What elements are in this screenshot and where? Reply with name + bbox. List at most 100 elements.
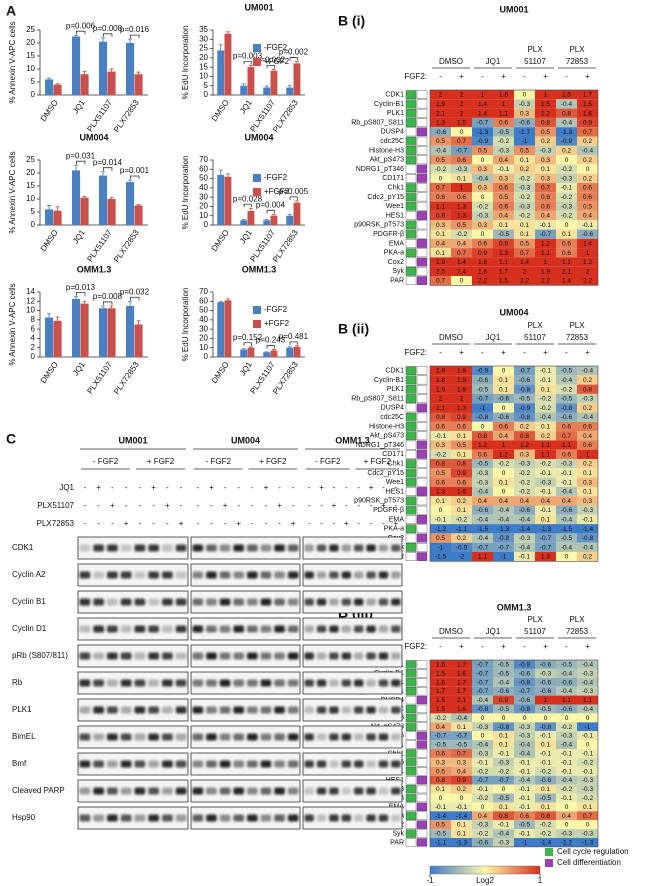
blot-band [148,760,159,768]
heatmap-cell [556,677,577,687]
fgf2-header: + FGF2 [364,457,392,466]
cell-value: -0.7 [519,688,531,695]
blot-band [287,652,299,660]
row-marker [405,468,417,478]
heatmap-cell [577,266,598,276]
heatmap-cell [493,793,514,803]
cell-value: 1.5 [436,706,445,713]
blot-band [274,814,285,822]
cell-value: 1.2 [541,240,550,247]
cell-value: 0.6 [562,451,571,458]
bar [270,350,278,357]
cell-value: 0 [439,795,443,802]
treatment-sign: - [333,483,336,492]
row-label: PLK1 [387,386,404,393]
cell-value: -0.3 [582,688,594,695]
cell-value: -0.3 [477,822,489,829]
bar [286,215,294,225]
cell-value: 0.4 [499,213,508,220]
blot-band [378,787,389,795]
row-marker [416,248,428,258]
cell-value: -0.5 [477,386,489,393]
cell-value: -0.2 [540,822,552,829]
treatment-sign: + [151,483,156,492]
heatmap-cell [535,811,556,821]
cell-value: -0.8 [519,706,531,713]
condition: + [501,72,506,81]
heatmap-title: UM001 [499,4,528,14]
treatment-label: JQ1 [59,483,74,492]
significance-bracket [76,292,86,296]
heatmap-cell [493,90,514,100]
y-axis-label: % Annexin V-APC cells [8,21,17,103]
heatmap-cell [556,238,577,249]
blot-band [93,598,104,606]
heatmap-cell [451,403,472,413]
heatmap-cell [577,740,598,749]
blot-band [260,760,272,768]
cell-value: -0.3 [519,461,531,468]
cell-value: 1 [502,101,506,108]
heatmap-cell [514,660,535,669]
cell-value: -0.2 [519,213,531,220]
cell-value: 2 [439,396,443,403]
heatmap-cell [472,229,493,239]
cell-value: 2.1 [562,268,571,275]
heatmap-cell [556,704,577,714]
cell-value: 1.1 [562,442,571,449]
heatmap-cell [535,668,556,678]
cell-value: 0.2 [583,461,592,468]
row-marker [416,505,428,515]
cell-value: 1.3 [457,213,466,220]
blot-band [148,625,159,633]
bar [263,220,271,225]
heatmap-cell [472,266,493,276]
heatmap-cell [577,829,598,838]
cell-value: 2.1 [457,697,466,704]
heatmap-cell [535,136,556,146]
cell-value: -0.5 [540,706,552,713]
heatmap-cell [577,412,598,422]
heatmap-cell [451,248,472,258]
heatmap-cell [430,820,451,830]
blot-band [107,544,118,552]
heatmap-cell [514,90,535,100]
blot-band [341,571,351,579]
legend-swatch [253,174,261,182]
heatmap-cell [430,192,451,202]
p-value: p=0.006 [66,21,96,30]
row-label: Cdc2_pY15 [367,470,404,477]
cell-value: -0.3 [477,213,489,220]
row-marker [405,515,417,524]
heatmap-cell [472,784,493,794]
condition: + [585,642,590,651]
heatmap-cell [577,201,598,211]
cell-value: 0.1 [436,250,445,257]
heatmap-cell [556,145,577,156]
cell-value: -0.8 [477,414,489,421]
heatmap-cell [514,686,535,696]
row-marker [416,257,428,267]
cell-value: -0.7 [519,368,531,375]
cell-value: -0.2 [519,194,531,201]
cell-value: -0.4 [477,697,489,704]
blot-band [233,814,244,822]
column-header: DMSO [439,333,463,342]
blot-band [260,679,272,687]
column-header: PLX [527,321,543,330]
cell-value: -0.9 [477,138,489,145]
cell-value: 0.1 [583,470,592,477]
error-bar [101,37,106,42]
treatment-sign: - [166,483,169,492]
cell-value: 0.5 [583,203,592,210]
blot-band [206,598,217,606]
error-bar [264,85,269,88]
heatmap-cell [430,686,451,696]
cell-value: 0.1 [457,507,466,514]
blot-band [175,544,187,552]
heatmap-cell [514,829,535,838]
row-marker [416,164,428,174]
heatmap-cell [577,90,598,100]
cell-value: 0.1 [457,433,466,440]
heatmap-cell [493,192,514,202]
